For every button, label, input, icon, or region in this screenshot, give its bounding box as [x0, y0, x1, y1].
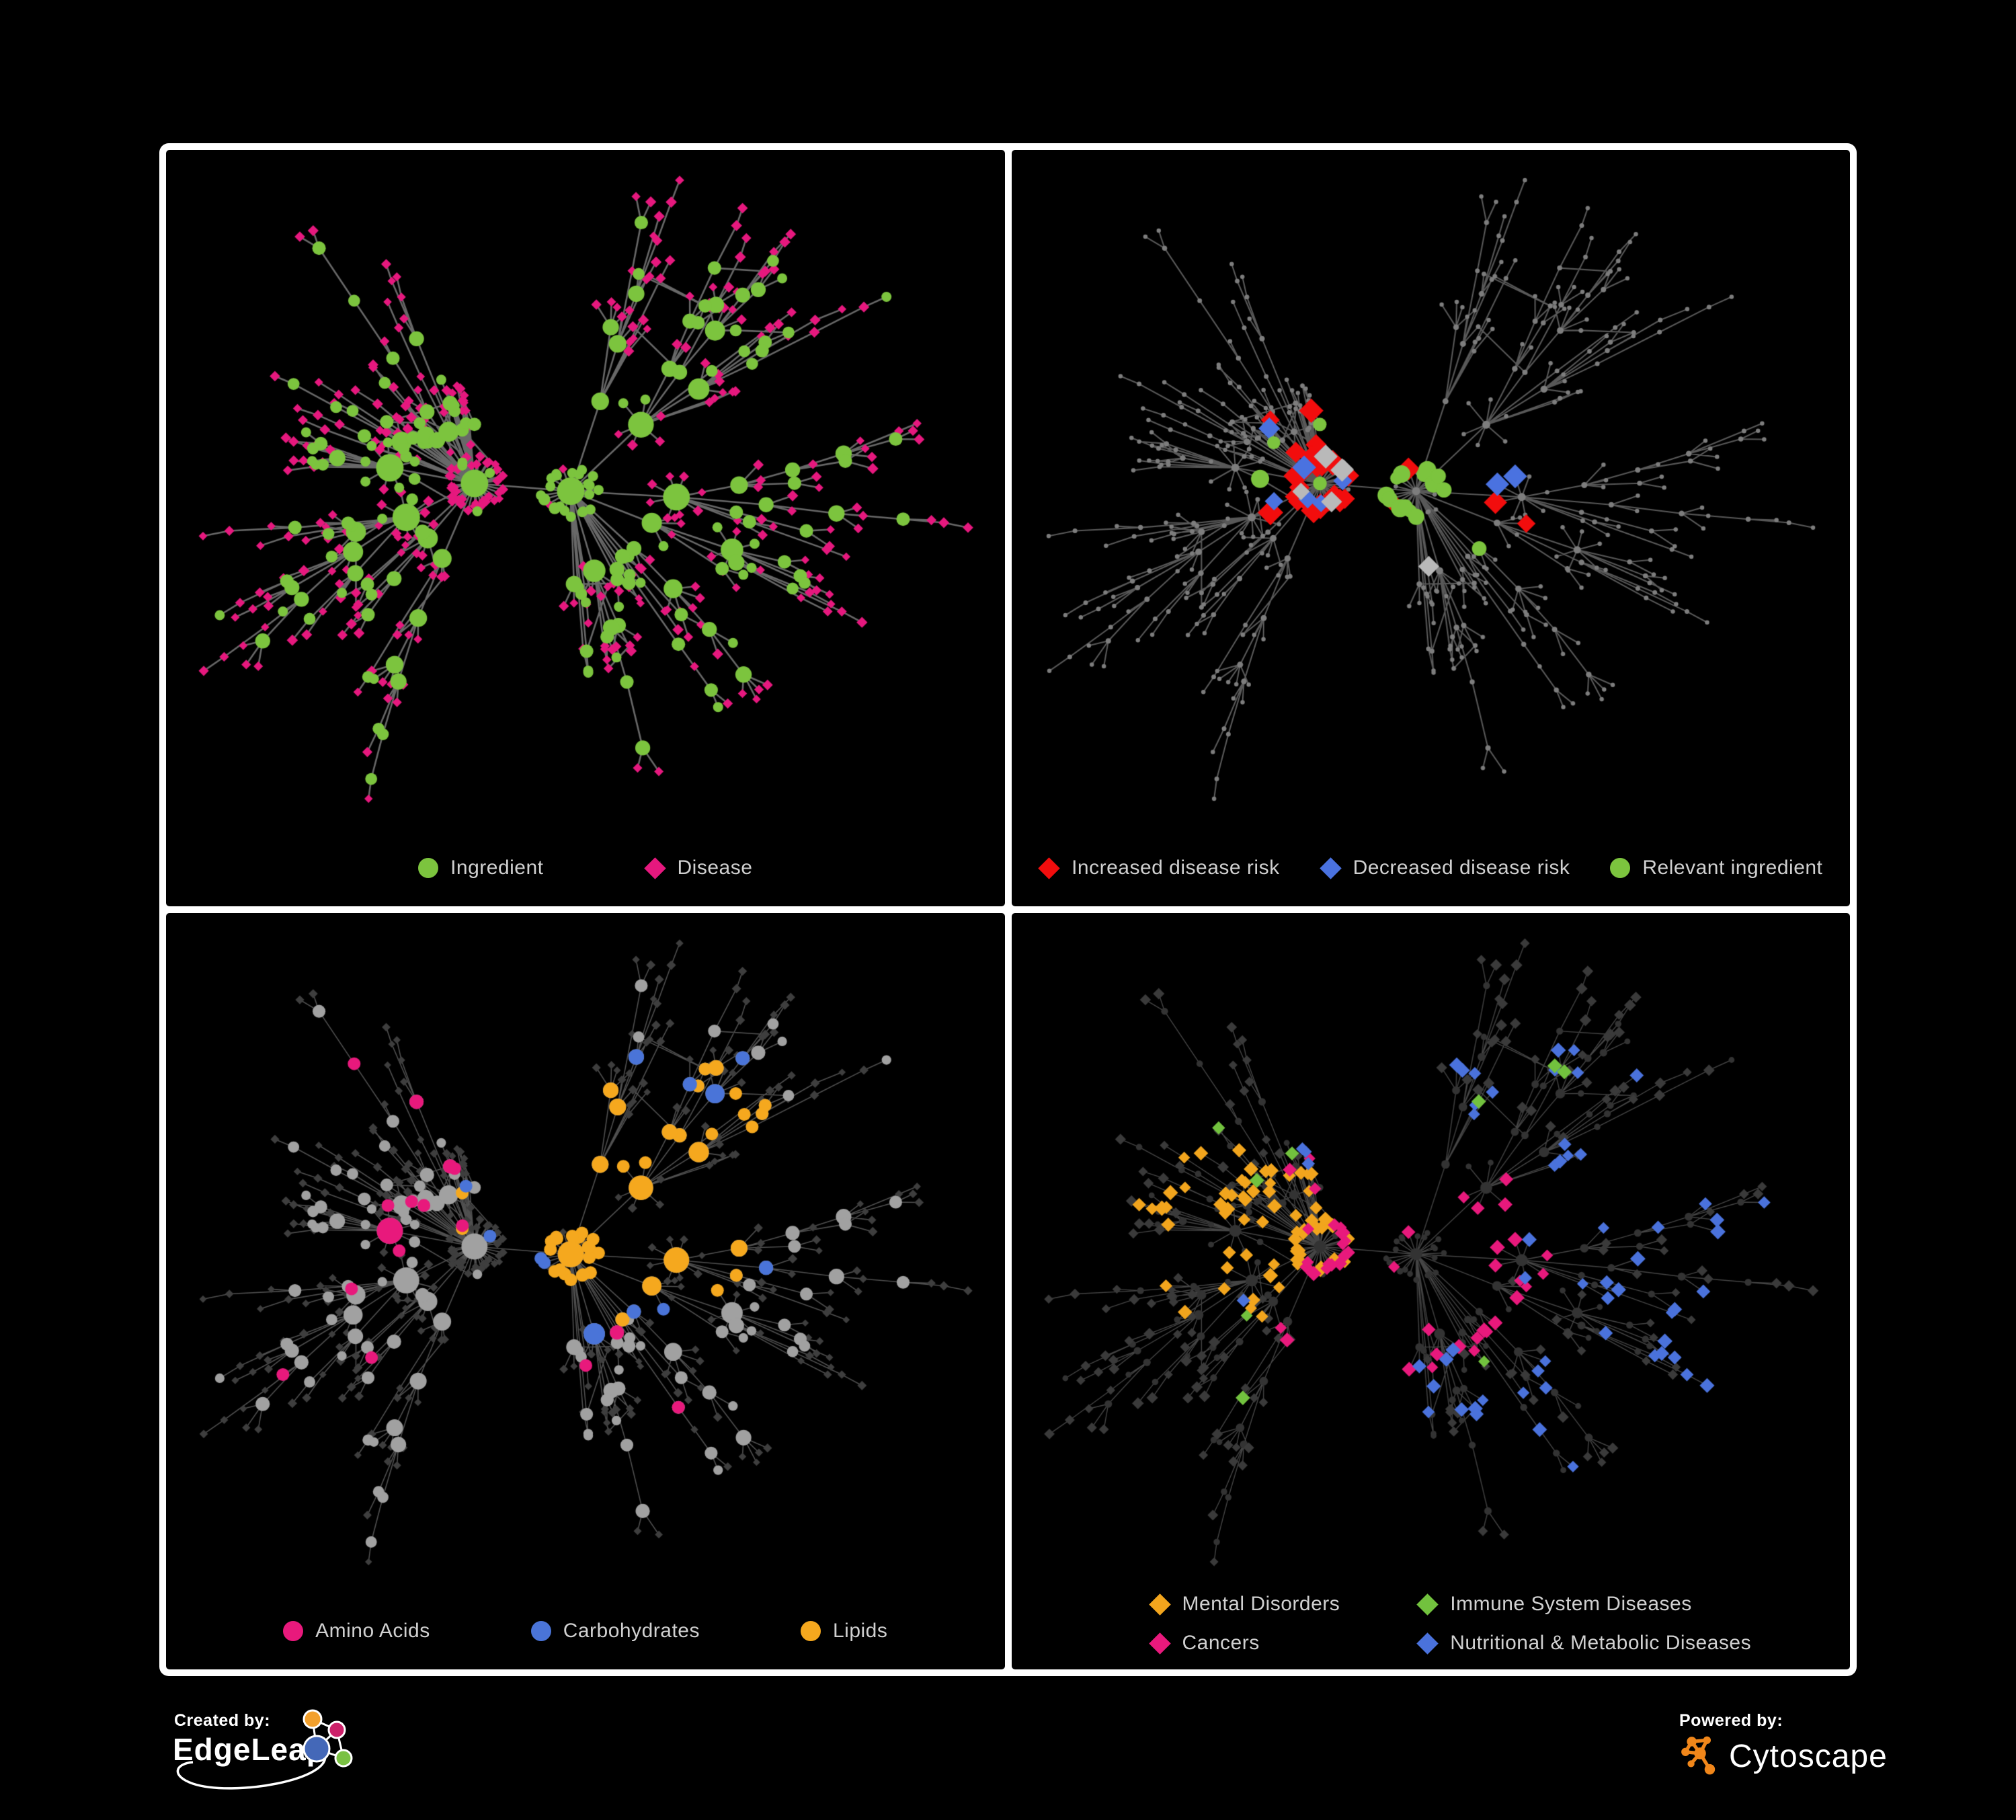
legend-item-decreased-disease-risk: Decreased disease risk [1319, 857, 1570, 879]
circle-marker-icon [418, 858, 439, 878]
cytoscape-wordmark: Cytoscape [1729, 1738, 1888, 1774]
legend-nutrient-class: Amino Acids Carbohydrates Lipids [166, 1620, 1005, 1643]
circle-marker-icon [530, 1621, 551, 1641]
legend-item-cancers: Cancers [1148, 1632, 1340, 1655]
powered-by-label: Powered by: [1679, 1711, 1783, 1730]
legend-item-relevant-ingredient: Relevant ingredient [1610, 857, 1822, 879]
diamond-marker-icon [1416, 1593, 1439, 1616]
circle-marker-icon [1610, 858, 1631, 878]
legend-item-nutritional-metabolic-diseases: Nutritional & Metabolic Diseases [1416, 1632, 1752, 1655]
legend-item-ingredient: Ingredient [418, 857, 543, 879]
diamond-marker-icon [1148, 1593, 1171, 1616]
edgeleap-node-magenta [327, 1720, 346, 1739]
cytoscape-logo [1681, 1736, 1716, 1775]
legend-label: Disease [677, 857, 753, 879]
network-canvas-nutrient-class [166, 913, 1005, 1669]
network-canvas-disease-class [1011, 913, 1850, 1669]
legend-ingredient-disease: Ingredient Disease [166, 857, 1005, 879]
diamond-marker-icon [1416, 1632, 1439, 1655]
footer: Created by: EdgeLeap Powered by: [0, 1676, 2016, 1820]
created-by-label: Created by: [174, 1711, 271, 1730]
edgeleap-node-green [334, 1749, 353, 1768]
edgeleap-node-blue [303, 1735, 331, 1763]
legend-label: Increased disease risk [1072, 857, 1280, 879]
diamond-marker-icon [1319, 857, 1342, 879]
legend-disease-risk: Increased disease risk Decreased disease … [1012, 857, 1851, 879]
edgeleap-logo [176, 1709, 353, 1790]
circle-marker-icon [283, 1621, 304, 1641]
panel-disease-risk: Increased disease risk Decreased disease … [1011, 150, 1851, 906]
legend-label: Immune System Diseases [1450, 1593, 1692, 1615]
legend-label: Ingredient [450, 857, 544, 879]
panel-grid: Ingredient Disease Increased disease risk… [159, 143, 1857, 1676]
legend-label: Carbohydrates [563, 1620, 700, 1642]
legend-item-carbohydrates: Carbohydrates [530, 1620, 700, 1643]
legend-label: Cancers [1182, 1632, 1260, 1654]
diamond-marker-icon [1038, 857, 1060, 879]
panel-ingredient-disease: Ingredient Disease [166, 150, 1005, 906]
legend-label: Mental Disorders [1182, 1593, 1340, 1615]
network-canvas-ingredient-disease [166, 150, 1005, 906]
legend-item-disease: Disease [643, 857, 753, 879]
legend-item-immune-system-diseases: Immune System Diseases [1416, 1593, 1751, 1616]
legend-item-lipids: Lipids [800, 1620, 888, 1643]
cytoscape-credit: Powered by: [1679, 1711, 1921, 1805]
circle-marker-icon [800, 1621, 821, 1641]
legend-label: Decreased disease risk [1353, 857, 1570, 879]
legend-item-amino-acids: Amino Acids [283, 1620, 430, 1643]
panel-nutrient-class: Amino Acids Carbohydrates Lipids [166, 913, 1005, 1669]
edgeleap-credit: Created by: EdgeLeap [163, 1709, 392, 1812]
legend-label: Relevant ingredient [1642, 857, 1823, 879]
legend-item-increased-disease-risk: Increased disease risk [1038, 857, 1280, 879]
panel-disease-class: Mental Disorders Immune System Diseases Ca… [1011, 913, 1850, 1669]
legend-label: Amino Acids [315, 1620, 430, 1642]
diamond-marker-icon [1148, 1632, 1171, 1655]
legend-item-mental-disorders: Mental Disorders [1148, 1593, 1340, 1616]
network-canvas-disease-risk [1011, 150, 1850, 906]
legend-label: Lipids [832, 1620, 888, 1642]
diamond-marker-icon [643, 857, 666, 879]
edgeleap-node-orange [303, 1709, 323, 1729]
legend-label: Nutritional & Metabolic Diseases [1450, 1632, 1752, 1654]
legend-disease-class: Mental Disorders Immune System Diseases Ca… [1148, 1593, 1752, 1655]
edgeleap-wordmark: EdgeLeap [173, 1732, 326, 1767]
